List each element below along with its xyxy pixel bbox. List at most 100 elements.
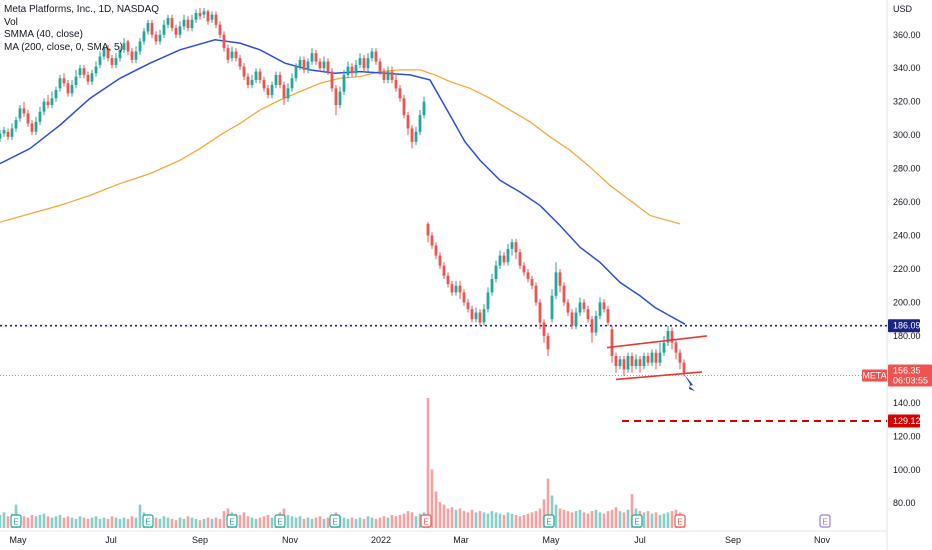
y-tick-label: 300.00 [893, 130, 921, 140]
volume-bar [630, 494, 634, 528]
candle [626, 356, 630, 370]
volume-bar [414, 516, 418, 528]
volume-bar [198, 520, 202, 528]
candle [86, 74, 90, 82]
candle [30, 123, 34, 132]
volume-bar [386, 517, 390, 528]
candle [26, 113, 30, 124]
volume-bar [178, 517, 182, 528]
earnings-marker-icon [631, 514, 643, 528]
candle [570, 312, 574, 326]
candle [438, 255, 442, 266]
earnings-marker-label: E [332, 518, 337, 527]
volume-bar [318, 516, 322, 528]
volume-bar [166, 517, 170, 528]
volume-bar [446, 508, 450, 528]
volume-bar [294, 517, 298, 528]
candle [234, 51, 238, 59]
volume-bar [98, 518, 102, 528]
candle [506, 248, 510, 263]
candle [246, 76, 250, 85]
volume-bar [374, 518, 378, 528]
volume-bar [398, 515, 402, 528]
volume-bar [498, 513, 502, 528]
earnings-marker-label: E [145, 518, 150, 527]
candle [190, 19, 194, 29]
volume-bar [574, 511, 578, 528]
volume-bar [298, 516, 302, 528]
smma-40-line [0, 39, 686, 325]
candle [198, 13, 202, 17]
y-tick-label: 180.00 [893, 331, 921, 341]
volume-bar [538, 508, 542, 528]
legend-smma: SMMA (40, close) [4, 29, 83, 40]
volume-bar [82, 517, 86, 528]
volume-bar [38, 515, 42, 528]
candle [62, 78, 66, 84]
candle [126, 41, 130, 52]
earnings-marker-label: E [229, 518, 234, 527]
volume-bar [486, 513, 490, 528]
volume-bar [586, 513, 590, 528]
candle [562, 285, 566, 303]
candle [646, 356, 650, 363]
candle [238, 58, 242, 67]
earnings-marker-icon [674, 514, 686, 528]
candle [394, 79, 398, 89]
candle [610, 329, 614, 356]
legend-vol: Vol [4, 16, 18, 28]
y-tick-label: 260.00 [893, 197, 921, 207]
volume-bar [2, 512, 6, 528]
earnings-marker-icon [329, 514, 341, 528]
candle [114, 58, 118, 65]
y-tick-label: 80.00 [893, 498, 916, 508]
candle [554, 272, 558, 296]
volume-bar [350, 517, 354, 528]
candle [642, 356, 646, 367]
candle [650, 352, 654, 363]
volume-bar [206, 517, 210, 528]
volume-bar [390, 515, 394, 528]
earnings-marker-icon [226, 514, 238, 528]
x-tick-label: Mar [453, 535, 469, 545]
volume-bar [502, 515, 506, 528]
volume-bar [570, 512, 574, 528]
volume-bar [266, 515, 270, 528]
candle [278, 74, 282, 85]
candle [266, 88, 270, 95]
volume-bar [354, 518, 358, 528]
x-tick-label: May [542, 535, 560, 545]
volume-bar [102, 517, 106, 528]
volume-bar [6, 516, 10, 528]
volume-bar [454, 509, 458, 528]
candle [18, 108, 22, 119]
candle [510, 242, 514, 249]
volume-bar [326, 517, 330, 528]
volume-bar [214, 517, 218, 528]
candle [222, 34, 226, 49]
volume-bar [286, 515, 290, 528]
volume-bar [618, 511, 622, 528]
volume-bar [434, 491, 438, 528]
candle [422, 101, 426, 116]
volume-bar [54, 516, 58, 528]
candle [230, 51, 234, 59]
candle [294, 66, 298, 79]
x-tick-label: Jul [634, 535, 646, 545]
x-tick-label: Sep [725, 535, 741, 545]
candle [286, 88, 290, 99]
earnings-marker-label: E [277, 518, 282, 527]
legend-title: Meta Platforms, Inc., 1D, NASDAQ [4, 4, 160, 15]
candle [434, 245, 438, 256]
candle [326, 61, 330, 72]
candle [130, 51, 134, 60]
resistance-price-label: 186.09 [893, 321, 921, 331]
candle [98, 56, 102, 65]
candle [330, 71, 334, 89]
candle [82, 68, 86, 75]
volume-bar [358, 517, 362, 528]
candle [94, 66, 98, 74]
volume-bar [170, 518, 174, 528]
candle [590, 319, 594, 333]
